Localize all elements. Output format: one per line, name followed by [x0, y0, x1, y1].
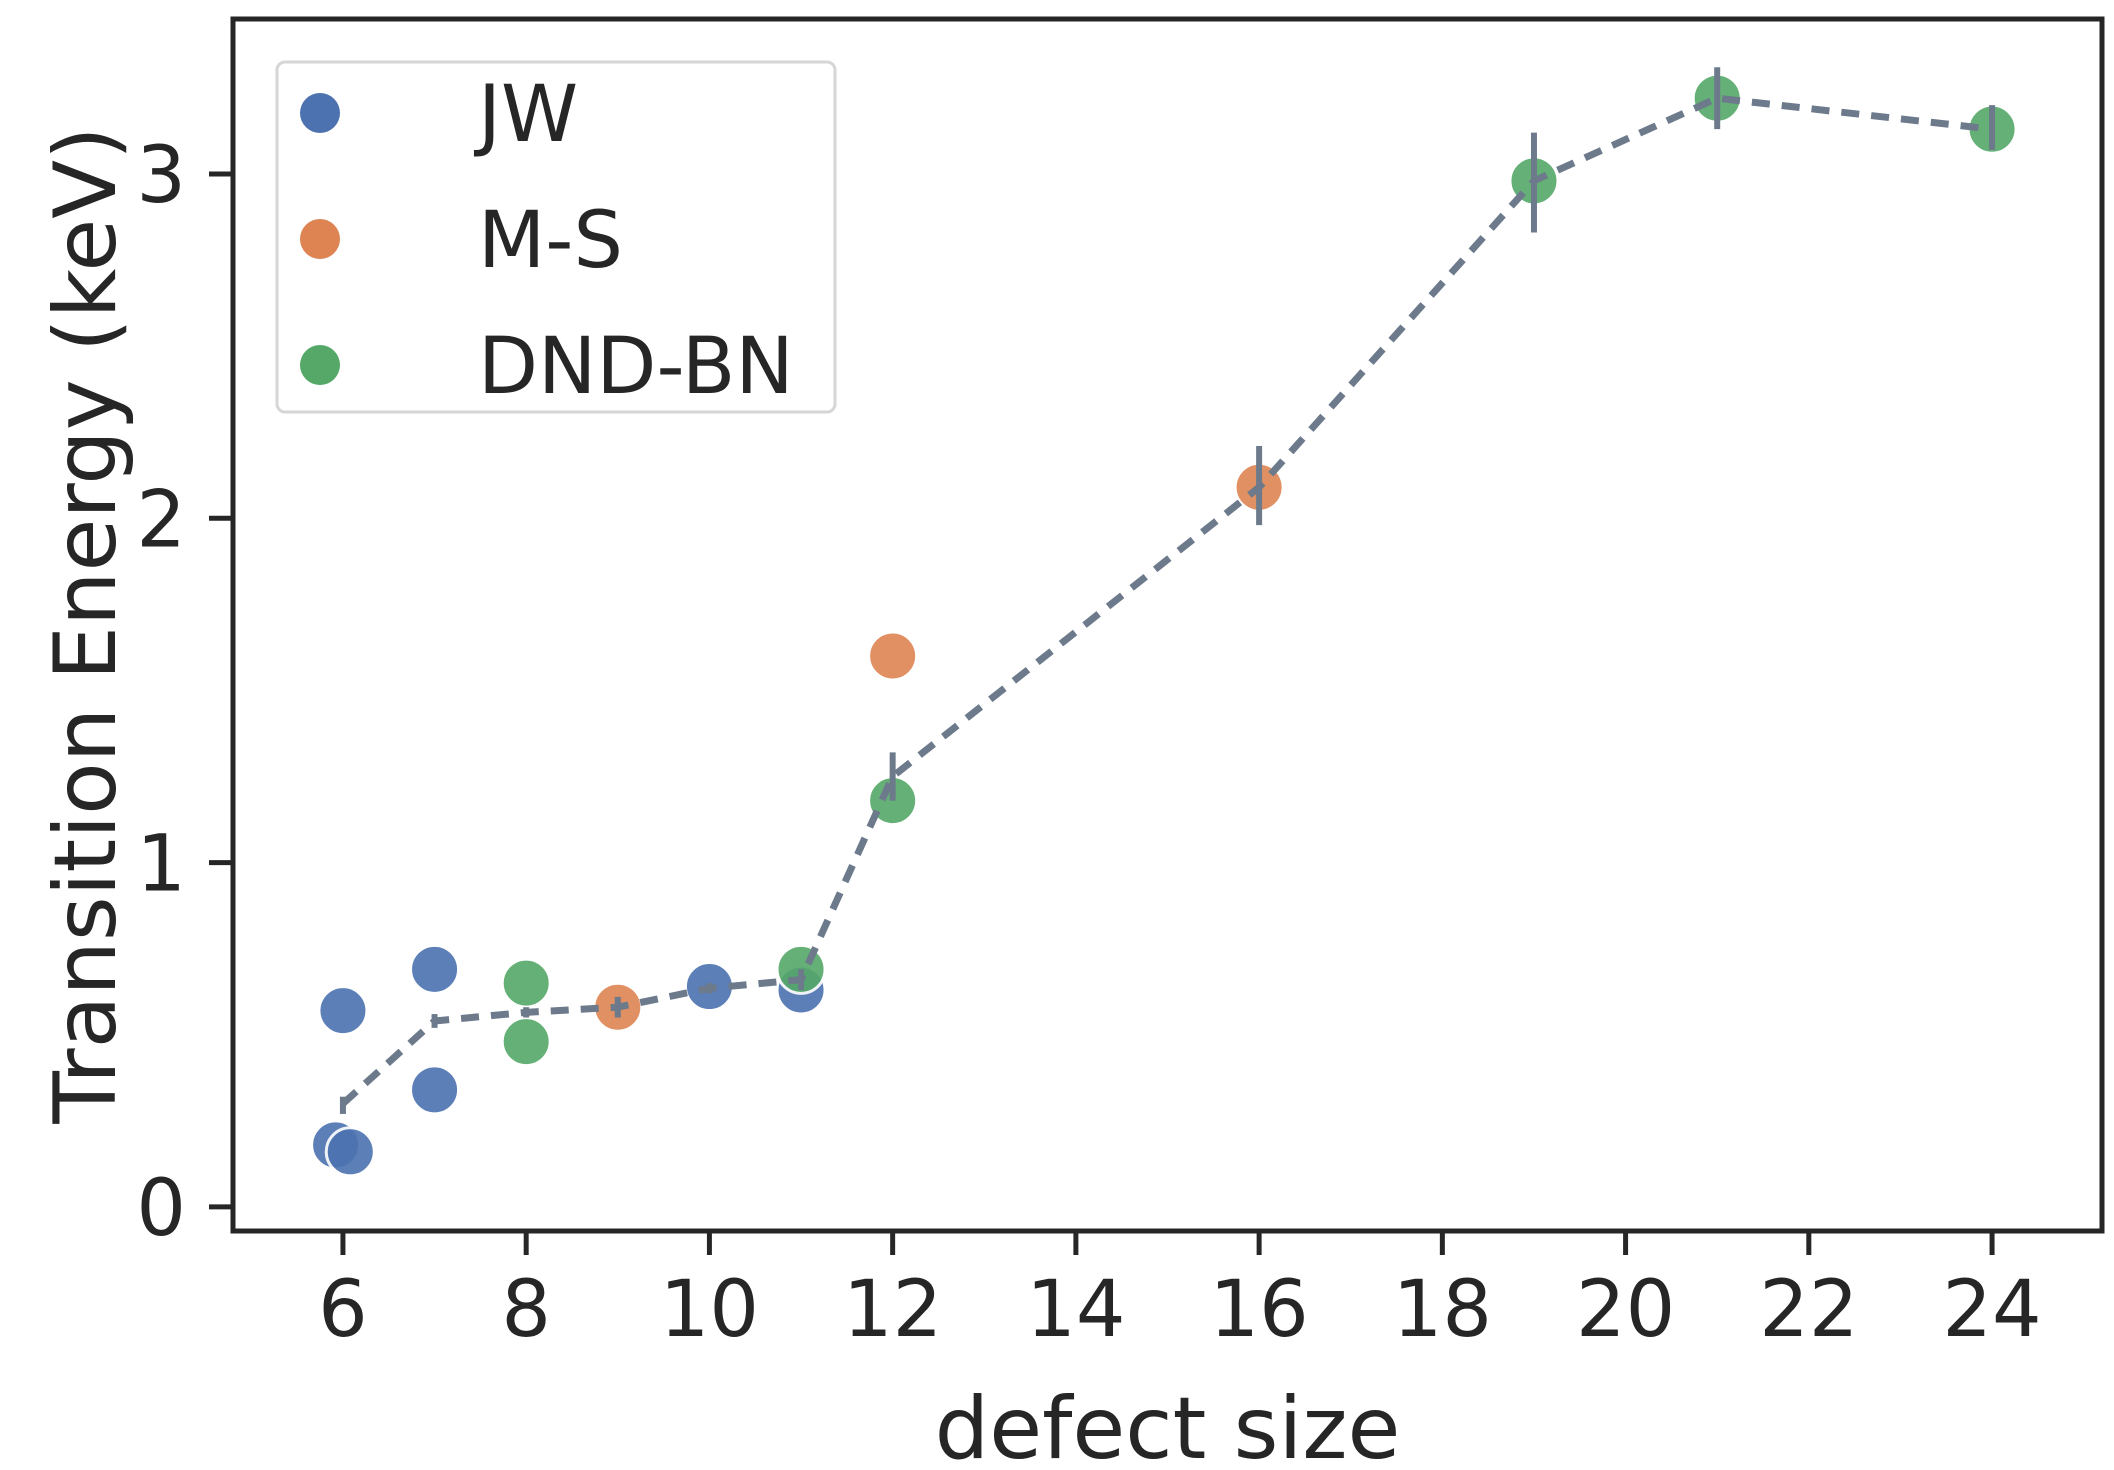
y-tick-label: 2: [136, 475, 186, 565]
legend-label: M-S: [478, 196, 623, 286]
data-point: [317, 985, 369, 1037]
legend-marker: [300, 219, 340, 259]
x-tick-label: 8: [501, 1265, 551, 1355]
x-tick-label: 12: [843, 1265, 942, 1355]
x-tick-label: 6: [318, 1265, 368, 1355]
x-tick-label: 16: [1209, 1265, 1308, 1355]
y-axis-title: Transition Energy (keV): [36, 126, 136, 1124]
y-tick-label: 1: [136, 820, 186, 910]
legend-marker: [300, 93, 340, 133]
legend-marker: [300, 345, 340, 385]
y-tick-label: 3: [136, 131, 186, 221]
data-point: [409, 943, 461, 995]
x-tick-label: 22: [1759, 1265, 1858, 1355]
legend-label: DND-BN: [478, 322, 794, 412]
plot-frame: [230, 16, 2105, 1234]
data-point: [867, 630, 919, 682]
x-tick-label: 24: [1942, 1265, 2041, 1355]
legend-box: [275, 60, 837, 414]
x-axis-title: defect size: [935, 1379, 1401, 1470]
legend-label: JW: [473, 70, 578, 160]
x-tick-label: 14: [1026, 1265, 1125, 1355]
plot-layer: [310, 67, 2018, 1178]
y-tick-label: 0: [136, 1164, 186, 1254]
x-tick-label: 20: [1576, 1265, 1675, 1355]
legend: JW M-S DND-BN: [275, 60, 837, 414]
data-point: [324, 1126, 376, 1178]
x-tick-label: 18: [1393, 1265, 1492, 1355]
x-tick-label: 10: [660, 1265, 759, 1355]
data-point: [500, 1016, 552, 1068]
data-point: [409, 1064, 461, 1116]
data-point: [500, 957, 552, 1009]
